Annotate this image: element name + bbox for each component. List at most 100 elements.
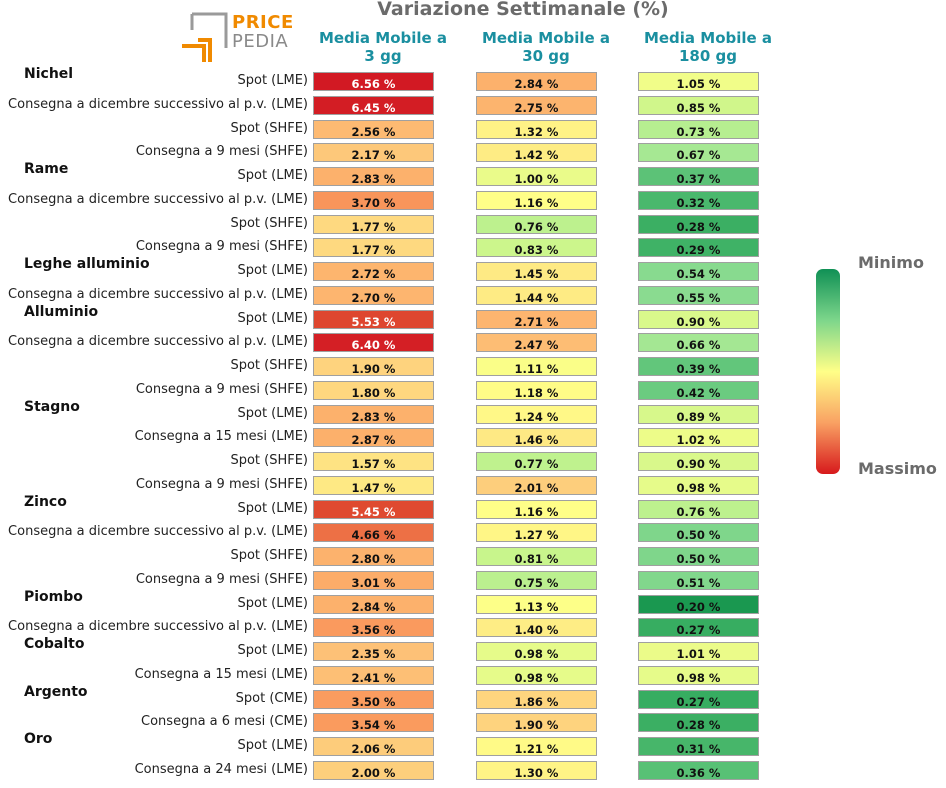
heatmap-cell: 0.98 %: [638, 665, 759, 685]
column-header-2: Media Mobile a 30 gg: [481, 29, 611, 65]
row-label: Spot (LME): [237, 500, 308, 516]
heatmap-cell: 2.17 %: [313, 143, 434, 163]
heatmap-cell: 3.54 %: [313, 713, 434, 733]
heatmap-cell: 0.54 %: [638, 262, 759, 281]
row-label: Consegna a 9 mesi (SHFE): [135, 476, 308, 492]
heatmap-cell: 1.16 %: [476, 190, 597, 210]
heatmap-cell: 3.01 %: [313, 570, 434, 590]
row-label: Consegna a 9 mesi (SHFE): [135, 381, 308, 397]
row-label: Spot (SHFE): [230, 120, 308, 136]
heatmap-cell: 1.16 %: [476, 499, 597, 519]
group-label: Piombo: [24, 588, 83, 605]
row-label: Consegna a dicembre successivo al p.v. (…: [8, 96, 308, 112]
heatmap-cell: 1.45 %: [476, 262, 597, 281]
logo-text-price: PRICE: [232, 12, 294, 33]
heatmap-cell: 5.45 %: [313, 499, 434, 519]
heatmap-cell: 1.90 %: [313, 357, 434, 376]
heatmap-cell: 1.77 %: [313, 214, 434, 234]
heatmap-cell: 0.89 %: [638, 404, 759, 424]
heatmap-cell: 1.77 %: [313, 238, 434, 258]
heatmap-cell: 1.27 %: [476, 523, 597, 543]
heatmap-cell: 5.53 %: [313, 309, 434, 329]
heatmap-cell: 1.11 %: [476, 357, 597, 376]
chart-title: Variazione Settimanale (%): [377, 0, 669, 20]
heatmap-cell: 2.83 %: [313, 167, 434, 186]
heatmap-cell: 1.40 %: [476, 618, 597, 638]
heatmap-cell: 0.75 %: [476, 570, 597, 590]
colorbar-min-label: Minimo: [858, 253, 924, 272]
heatmap-cell: 1.24 %: [476, 404, 597, 424]
heatmap-cell: 0.83 %: [476, 238, 597, 258]
column-header-3: Media Mobile a 180 gg: [643, 29, 773, 65]
group-label: Argento: [24, 683, 88, 700]
row-label: Spot (LME): [237, 168, 308, 183]
heatmap-cell: 2.84 %: [313, 594, 434, 614]
group-label: Alluminio: [24, 303, 99, 320]
row-label: Spot (SHFE): [230, 358, 308, 373]
heatmap-cell: 0.42 %: [638, 380, 759, 400]
logo-text-pedia: PEDIA: [232, 31, 289, 52]
heatmap-cell: 0.55 %: [638, 285, 759, 305]
heatmap-cell: 1.01 %: [638, 642, 759, 661]
heatmap-cell: 6.45 %: [313, 95, 434, 115]
colorbar-max-label: Massimo: [858, 459, 937, 478]
heatmap-cell: 1.86 %: [476, 689, 597, 709]
heatmap-cell: 2.87 %: [313, 428, 434, 448]
heatmap-cell: 0.90 %: [638, 309, 759, 329]
heatmap-cell: 0.32 %: [638, 190, 759, 210]
heatmap-cell: 0.67 %: [638, 143, 759, 163]
row-label: Consegna a dicembre successivo al p.v. (…: [8, 619, 308, 635]
heatmap-cell: 0.77 %: [476, 452, 597, 471]
group-label: Leghe alluminio: [24, 256, 150, 272]
row-label: Spot (LME): [237, 405, 308, 421]
heatmap-cell: 1.47 %: [313, 475, 434, 495]
heatmap-cell: 0.39 %: [638, 357, 759, 376]
group-label: Zinco: [24, 493, 67, 510]
row-label: Spot (CME): [235, 690, 308, 706]
group-label: Rame: [24, 161, 69, 177]
heatmap-cell: 1.80 %: [313, 380, 434, 400]
row-label: Consegna a 6 mesi (CME): [141, 714, 308, 730]
heatmap-cell: 2.72 %: [313, 262, 434, 281]
heatmap-cell: 0.81 %: [476, 547, 597, 566]
heatmap-cell: 0.76 %: [476, 214, 597, 234]
row-label: Spot (LME): [237, 263, 308, 278]
row-label: Consegna a 9 mesi (SHFE): [135, 239, 308, 255]
heatmap-cell: 0.50 %: [638, 547, 759, 566]
heatmap-cell: 1.42 %: [476, 143, 597, 163]
heatmap-cell: 0.36 %: [638, 760, 759, 780]
heatmap-cell: 0.29 %: [638, 238, 759, 258]
row-label: Spot (LME): [237, 643, 308, 658]
heatmap-cell: 2.35 %: [313, 642, 434, 661]
heatmap-cell: 0.31 %: [638, 737, 759, 756]
row-label: Spot (SHFE): [230, 453, 308, 468]
group-label: Cobalto: [24, 636, 85, 652]
heatmap-cell: 0.27 %: [638, 618, 759, 638]
heatmap-cell: 1.30 %: [476, 760, 597, 780]
heatmap-cell: 0.28 %: [638, 713, 759, 733]
heatmap-cell: 1.57 %: [313, 452, 434, 471]
heatmap-cell: 0.90 %: [638, 452, 759, 471]
row-label: Spot (LME): [237, 310, 308, 326]
heatmap-cell: 0.50 %: [638, 523, 759, 543]
row-label: Spot (LME): [237, 595, 308, 611]
heatmap-cell: 1.90 %: [476, 713, 597, 733]
heatmap-cell: 0.73 %: [638, 119, 759, 139]
row-label: Spot (SHFE): [230, 548, 308, 563]
heatmap-cell: 2.56 %: [313, 119, 434, 139]
group-label: Nichel: [24, 66, 74, 82]
heatmap-cell: 4.66 %: [313, 523, 434, 543]
heatmap-cell: 1.44 %: [476, 285, 597, 305]
heatmap-cell: 0.98 %: [476, 642, 597, 661]
row-label: Spot (LME): [237, 73, 308, 88]
heatmap-cell: 2.47 %: [476, 333, 597, 353]
heatmap-cell: 0.76 %: [638, 499, 759, 519]
heatmap-cell: 1.02 %: [638, 428, 759, 448]
heatmap-cell: 2.06 %: [313, 737, 434, 756]
pricepedia-logo: PRICE PEDIA: [180, 10, 295, 64]
heatmap-cell: 2.80 %: [313, 547, 434, 566]
heatmap-cell: 1.18 %: [476, 380, 597, 400]
heatmap-cell: 3.50 %: [313, 689, 434, 709]
heatmap-cell: 0.66 %: [638, 333, 759, 353]
